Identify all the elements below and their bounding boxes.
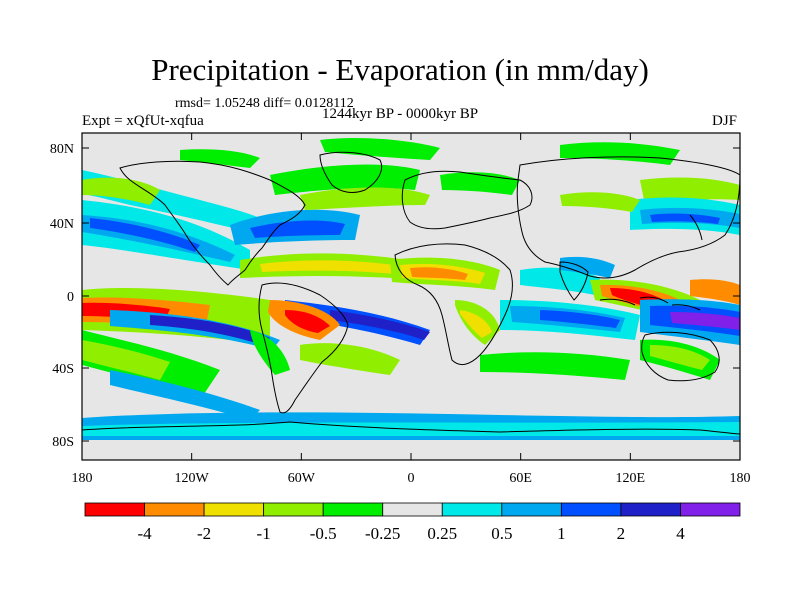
field-blob	[410, 267, 468, 280]
lat-tick-label: 80N	[50, 142, 74, 157]
colorbar-swatch	[322, 502, 384, 517]
longitude-axis: 180 120W 60W 0 60E 120E 180	[72, 133, 751, 486]
field-blob	[250, 330, 290, 375]
period-label: 1244kyr BP - 0000kyr BP	[322, 106, 479, 122]
colorbar-label: -0.5	[310, 524, 337, 543]
colorbar-label: 2	[617, 524, 626, 543]
colorbar-swatch	[680, 502, 741, 517]
lat-tick-label: 0	[67, 290, 74, 305]
colorbar-label: 4	[676, 524, 685, 543]
coastline-north-america	[119, 160, 306, 286]
colorbar-swatch	[620, 502, 681, 517]
field-blob	[540, 310, 620, 328]
coastline-south-america	[258, 282, 349, 414]
field-blob	[520, 267, 600, 295]
field-blob	[300, 187, 430, 210]
colorbar-label: -2	[197, 524, 211, 543]
field-blob	[560, 256, 615, 278]
lon-tick-label: 120E	[616, 471, 646, 486]
field-blob	[460, 310, 492, 338]
field-blob	[560, 142, 680, 165]
field-blob	[330, 310, 430, 340]
colorbar-label: 0.25	[427, 524, 457, 543]
lat-tick-label: 40S	[52, 362, 74, 377]
field-blob	[82, 340, 170, 380]
field-blob	[650, 213, 720, 224]
field-blob	[250, 220, 345, 238]
lon-tick-label: 180	[72, 471, 93, 486]
coastline-europe	[401, 170, 533, 230]
colorbar-label: 1	[557, 524, 566, 543]
experiment-label: Expt = xQfUt-xqfua	[82, 113, 204, 129]
field-blob	[110, 370, 260, 420]
lat-tick-label: 40N	[50, 217, 74, 232]
lon-tick-label: 0	[408, 471, 415, 486]
coastline-japan	[689, 214, 703, 241]
coastline-indonesia	[599, 296, 701, 311]
field-blob	[300, 343, 400, 375]
colorbar-swatch	[263, 502, 324, 517]
field-blob	[180, 149, 260, 168]
colorbar-swatch	[382, 502, 443, 517]
lon-tick-label: 180	[730, 471, 751, 486]
plot-title: Precipitation - Evaporation (in mm/day)	[151, 52, 649, 87]
field-blob	[270, 164, 420, 195]
lon-tick-label: 60E	[509, 471, 532, 486]
colorbar-label: -1	[257, 524, 271, 543]
coastlines	[82, 151, 740, 435]
colorbar-label: -4	[137, 524, 152, 543]
coastline-antarctica	[82, 421, 740, 435]
season-label: DJF	[712, 113, 738, 129]
field-blob	[560, 192, 640, 212]
field-blob	[90, 218, 200, 252]
coastline-india	[559, 261, 589, 301]
colorbar-swatch	[144, 502, 205, 517]
coastline-australia	[641, 331, 720, 382]
field-blob	[150, 315, 270, 345]
lat-tick-label: 80S	[52, 435, 74, 450]
colorbar-swatch	[84, 502, 145, 517]
lon-tick-label: 60W	[288, 471, 316, 486]
colorbar: -4 -2 -1 -0.5 -0.25 0.25 0.5 1 2 4	[84, 502, 741, 543]
field-blob	[285, 310, 330, 333]
colorbar-swatch	[560, 502, 622, 517]
colorbar-label: 0.5	[491, 524, 512, 543]
field-blob	[320, 137, 440, 160]
coastline-asia	[516, 156, 740, 279]
field-layer	[82, 137, 740, 440]
colorbar-swatch	[203, 502, 265, 517]
field-blob	[82, 177, 160, 205]
rmsd-diff-stats: rmsd= 1.05248 diff= 0.0128112	[175, 96, 354, 111]
colorbar-swatch	[501, 502, 562, 517]
colorbar-swatch	[441, 502, 503, 517]
field-blob	[690, 279, 740, 305]
field-blob	[260, 260, 400, 274]
coastline-greenland	[319, 151, 383, 193]
colorbar-label: -0.25	[365, 524, 400, 543]
field-blob	[480, 352, 630, 380]
coastline-africa	[394, 243, 513, 366]
field-blob	[650, 345, 710, 370]
latitude-axis: 80N 40N 0 40S 80S	[50, 142, 740, 450]
lon-tick-label: 120W	[175, 471, 210, 486]
field-blob	[670, 312, 740, 330]
